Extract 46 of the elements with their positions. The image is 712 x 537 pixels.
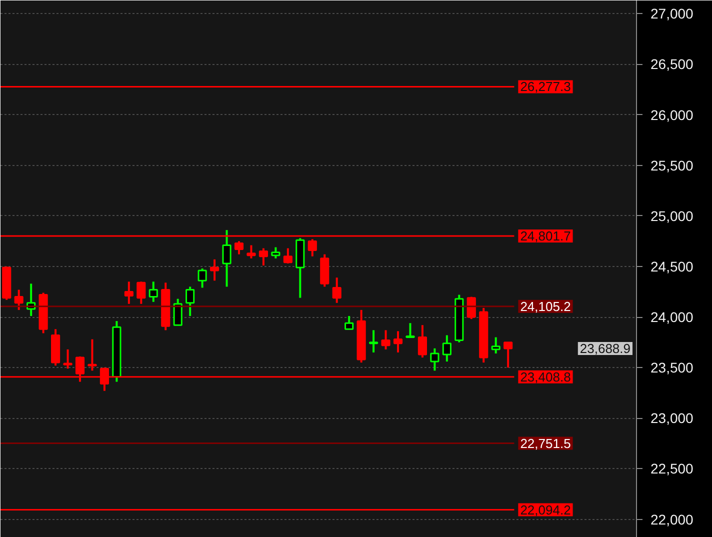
candlestick [368,329,378,354]
candlestick [63,348,72,370]
y-tick-label: 25,500 [650,157,694,174]
candlestick [148,280,158,303]
candlestick [88,338,97,372]
candlestick [504,341,513,369]
candlestick [381,329,390,350]
y-tick-label: 24,000 [650,309,694,326]
candlestick [186,286,195,318]
ref-line-label: 22,094.2 [520,502,571,518]
y-tick-label: 23,500 [650,360,694,376]
candlestick [234,240,244,256]
candlestick [173,298,182,326]
candlestick [258,247,268,266]
candlestick [271,246,280,260]
y-tick-label: 23,000 [650,410,694,426]
candlestick [124,280,134,305]
candlestick [283,247,292,264]
candlestick [210,258,220,282]
y-tick-label: 22,500 [650,460,694,477]
ref-line-label: 26,277.3 [520,79,571,94]
candlestick [332,276,342,304]
ref-line-label: 22,751.5 [520,436,571,451]
y-tick-label: 25,000 [650,208,694,224]
ref-line-label: 24,801.7 [520,228,571,244]
annotation: 23,688.9 [580,341,631,356]
y-tick-label: 26,500 [650,56,694,72]
candlestick [491,336,500,354]
candlestick [393,330,403,354]
candlestick [14,288,24,311]
candlestick [442,334,452,363]
candlestick [136,280,146,305]
candlestick [406,322,415,338]
candlestick [308,238,317,258]
y-tick-label: 26,000 [650,106,694,123]
y-tick-label: 24,500 [650,258,694,274]
y-tick-label: 22,000 [650,511,694,528]
candlestick [246,244,256,260]
candlestick [198,267,207,289]
ref-line-label: 24,105.2 [520,298,571,314]
candlestick [430,347,440,372]
candlestick [222,229,232,288]
y-tick-label: 27,000 [650,6,694,22]
ref-line-label: 23,408.8 [520,369,571,384]
candlestick [418,324,428,358]
candlestick [344,315,354,330]
